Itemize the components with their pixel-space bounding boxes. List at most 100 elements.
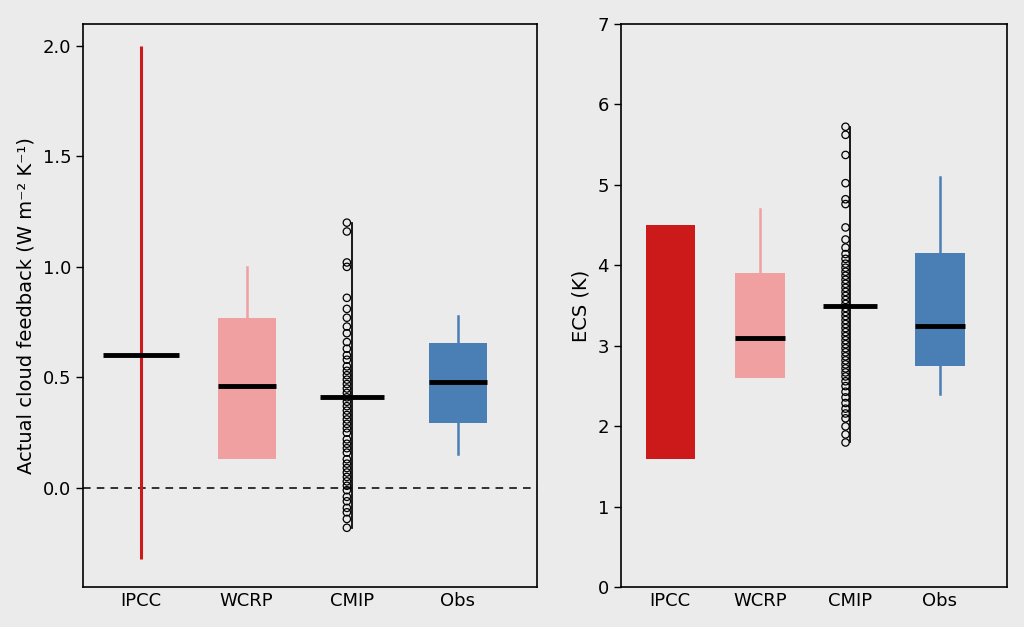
Point bbox=[838, 323, 854, 333]
Point bbox=[838, 234, 854, 245]
Point bbox=[339, 355, 355, 365]
Point bbox=[838, 299, 854, 309]
Point bbox=[339, 262, 355, 272]
Point bbox=[339, 458, 355, 468]
Point bbox=[838, 271, 854, 281]
Point bbox=[838, 438, 854, 448]
Bar bbox=[915, 253, 965, 366]
Point bbox=[339, 523, 355, 533]
Bar bbox=[735, 273, 784, 378]
Point bbox=[838, 178, 854, 188]
Y-axis label: Actual cloud feedback (W m⁻² K⁻¹): Actual cloud feedback (W m⁻² K⁻¹) bbox=[16, 137, 36, 474]
Point bbox=[339, 406, 355, 416]
Point bbox=[838, 287, 854, 297]
Point bbox=[339, 477, 355, 487]
Bar bbox=[645, 225, 695, 458]
Point bbox=[838, 359, 854, 369]
Point bbox=[838, 122, 854, 132]
Point bbox=[838, 254, 854, 264]
Point bbox=[339, 448, 355, 458]
Point bbox=[339, 393, 355, 403]
Point bbox=[339, 293, 355, 303]
Point bbox=[838, 259, 854, 269]
Point bbox=[838, 331, 854, 341]
Point bbox=[838, 376, 854, 386]
Point bbox=[838, 356, 854, 366]
Point bbox=[339, 428, 355, 438]
Point bbox=[838, 303, 854, 313]
Point bbox=[339, 439, 355, 449]
Point bbox=[838, 339, 854, 349]
Point bbox=[838, 199, 854, 209]
Point bbox=[339, 492, 355, 502]
Point bbox=[339, 496, 355, 506]
Point bbox=[339, 463, 355, 473]
Point bbox=[339, 414, 355, 424]
Point bbox=[339, 366, 355, 376]
Point bbox=[838, 327, 854, 337]
Point bbox=[838, 243, 854, 253]
Point bbox=[838, 275, 854, 285]
Point bbox=[838, 283, 854, 293]
Point bbox=[339, 322, 355, 332]
Point bbox=[838, 404, 854, 414]
Point bbox=[838, 398, 854, 408]
Point bbox=[339, 435, 355, 445]
Point bbox=[838, 311, 854, 321]
Point bbox=[339, 410, 355, 420]
Point bbox=[838, 351, 854, 361]
Y-axis label: ECS (K): ECS (K) bbox=[571, 270, 591, 342]
Point bbox=[339, 503, 355, 513]
Point bbox=[339, 226, 355, 236]
Point bbox=[838, 279, 854, 289]
Point bbox=[339, 468, 355, 478]
Point bbox=[339, 384, 355, 394]
Point bbox=[838, 307, 854, 317]
Point bbox=[838, 429, 854, 440]
Point bbox=[339, 218, 355, 228]
Point bbox=[838, 335, 854, 345]
Point bbox=[339, 485, 355, 495]
Point bbox=[838, 223, 854, 233]
Point bbox=[339, 361, 355, 371]
Point bbox=[838, 347, 854, 357]
Bar bbox=[217, 318, 275, 459]
Point bbox=[339, 350, 355, 361]
Point bbox=[838, 421, 854, 431]
Point bbox=[838, 393, 854, 403]
Point bbox=[339, 419, 355, 429]
Point bbox=[339, 374, 355, 384]
Point bbox=[339, 423, 355, 433]
Point bbox=[838, 130, 854, 140]
Point bbox=[339, 472, 355, 482]
Point bbox=[838, 249, 854, 259]
Point bbox=[838, 381, 854, 391]
Bar bbox=[429, 343, 486, 423]
Point bbox=[838, 319, 854, 329]
Point bbox=[838, 315, 854, 325]
Point bbox=[339, 344, 355, 354]
Point bbox=[339, 379, 355, 389]
Point bbox=[838, 194, 854, 204]
Point bbox=[339, 401, 355, 411]
Point bbox=[339, 388, 355, 398]
Point bbox=[339, 258, 355, 268]
Point bbox=[339, 481, 355, 491]
Point bbox=[339, 304, 355, 314]
Point bbox=[339, 507, 355, 517]
Point bbox=[339, 514, 355, 524]
Point bbox=[838, 413, 854, 423]
Point bbox=[339, 397, 355, 407]
Point bbox=[339, 370, 355, 380]
Point bbox=[339, 337, 355, 347]
Point bbox=[339, 328, 355, 338]
Point bbox=[838, 263, 854, 273]
Point bbox=[339, 313, 355, 323]
Point bbox=[838, 266, 854, 277]
Point bbox=[838, 371, 854, 381]
Point bbox=[838, 408, 854, 418]
Point bbox=[838, 291, 854, 301]
Point bbox=[838, 295, 854, 305]
Point bbox=[838, 343, 854, 353]
Point bbox=[339, 443, 355, 453]
